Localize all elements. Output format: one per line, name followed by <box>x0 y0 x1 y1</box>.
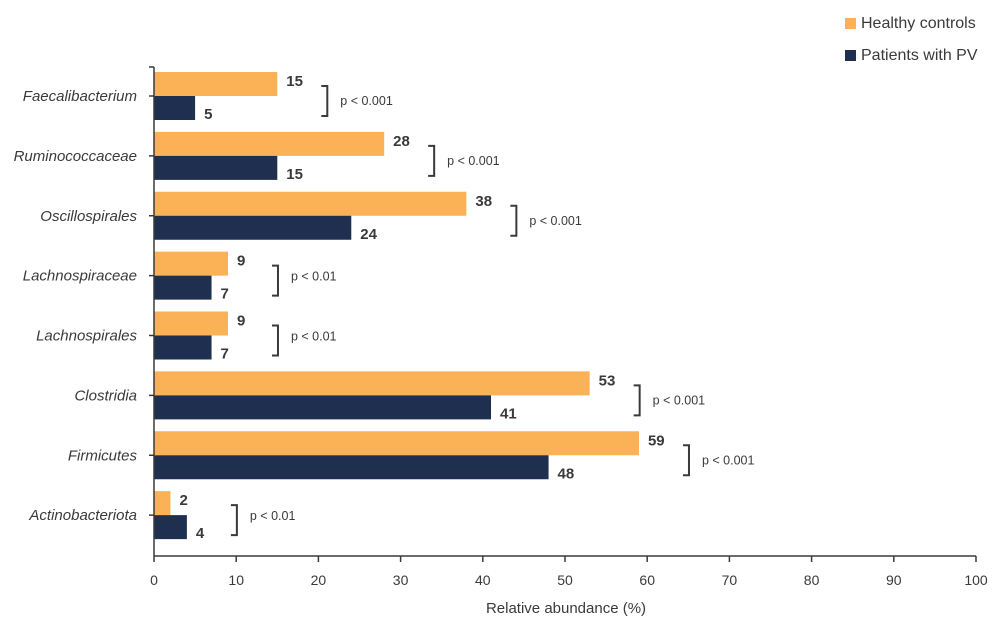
x-tick-label-7: 70 <box>722 572 738 588</box>
value-label-0-2: 38 <box>475 193 492 210</box>
value-label-1-5: 41 <box>500 405 517 422</box>
value-label-0-4: 9 <box>237 313 245 330</box>
x-tick-label-0: 0 <box>150 572 158 588</box>
legend-label-1: Patients with PV <box>861 47 978 64</box>
value-label-1-7: 4 <box>196 525 205 542</box>
category-label-6: Firmicutes <box>68 447 138 464</box>
value-label-1-6: 48 <box>558 465 575 482</box>
bar-1-5 <box>154 395 492 420</box>
x-tick-label-4: 40 <box>475 572 491 588</box>
axes-group: Faecalibacterium Ruminococcaceae Oscillosp… <box>14 66 988 617</box>
x-tick-label-9: 90 <box>886 572 902 588</box>
x-axis-title: Relative abundance (%) <box>486 600 646 617</box>
category-label-4: Lachnospirales <box>36 328 137 345</box>
category-label-2: Oscillospirales <box>40 208 137 225</box>
value-label-1-0: 5 <box>204 106 212 123</box>
p-value-label-4: p < 0.01 <box>291 330 337 344</box>
significance-bracket-4 <box>271 324 279 357</box>
value-label-0-5: 53 <box>599 372 616 389</box>
p-value-label-7: p < 0.01 <box>250 509 296 523</box>
significance-bracket-5 <box>633 384 641 417</box>
x-tick-label-3: 30 <box>393 572 409 588</box>
category-label-5: Clostridia <box>74 387 137 404</box>
bar-0-6 <box>154 431 639 456</box>
x-tick-label-2: 20 <box>311 572 327 588</box>
bar-0-5 <box>154 371 590 396</box>
value-label-0-1: 28 <box>393 133 410 150</box>
value-label-0-3: 9 <box>237 253 245 270</box>
category-label-1: Ruminococcaceae <box>14 148 137 165</box>
p-value-label-2: p < 0.001 <box>529 214 582 228</box>
bar-1-4 <box>154 335 212 360</box>
value-label-1-4: 7 <box>221 346 229 363</box>
x-tick-label-6: 60 <box>639 572 655 588</box>
bar-0-1 <box>154 131 385 156</box>
bar-1-2 <box>154 215 352 240</box>
category-label-0: Faecalibacterium <box>23 88 137 105</box>
bar-0-4 <box>154 311 228 336</box>
significance-bracket-7 <box>230 504 238 537</box>
x-tick-label-5: 50 <box>557 572 573 588</box>
bar-1-6 <box>154 455 549 480</box>
bar-0-0 <box>154 72 278 96</box>
x-tick-label-10: 100 <box>964 572 988 588</box>
p-value-label-1: p < 0.001 <box>447 154 500 168</box>
bar-0-3 <box>154 251 228 276</box>
bar-1-1 <box>154 155 278 180</box>
legend-label-0: Healthy controls <box>861 15 976 32</box>
legend-swatch-0 <box>845 18 856 29</box>
bar-0-7 <box>154 491 171 516</box>
value-label-0-7: 2 <box>179 492 187 509</box>
value-label-0-6: 59 <box>648 432 665 449</box>
significance-bracket-1 <box>428 144 436 177</box>
value-label-0-0: 15 <box>286 73 303 90</box>
bar-1-7 <box>154 515 187 540</box>
significance-bracket-2 <box>510 204 518 237</box>
p-value-label-3: p < 0.01 <box>291 270 337 284</box>
legend: Healthy controls Patients with PV <box>845 15 978 64</box>
x-tick-label-8: 80 <box>804 572 820 588</box>
bar-0-2 <box>154 191 467 216</box>
significance-bracket-6 <box>682 444 690 477</box>
category-label-7: Actinobacteriota <box>28 507 137 524</box>
p-value-label-5: p < 0.001 <box>653 393 706 407</box>
legend-swatch-1 <box>845 50 856 61</box>
significance-bracket-0 <box>321 85 329 117</box>
value-label-1-3: 7 <box>221 286 229 303</box>
p-value-label-0: p < 0.001 <box>340 94 393 108</box>
bar-1-3 <box>154 275 212 300</box>
bar-1-0 <box>154 96 196 120</box>
p-value-label-6: p < 0.001 <box>702 453 755 467</box>
significance-bracket-3 <box>271 264 279 297</box>
x-tick-label-1: 10 <box>228 572 244 588</box>
value-label-1-2: 24 <box>360 226 377 243</box>
category-label-3: Lachnospiraceae <box>23 268 137 285</box>
value-label-1-1: 15 <box>286 166 303 183</box>
